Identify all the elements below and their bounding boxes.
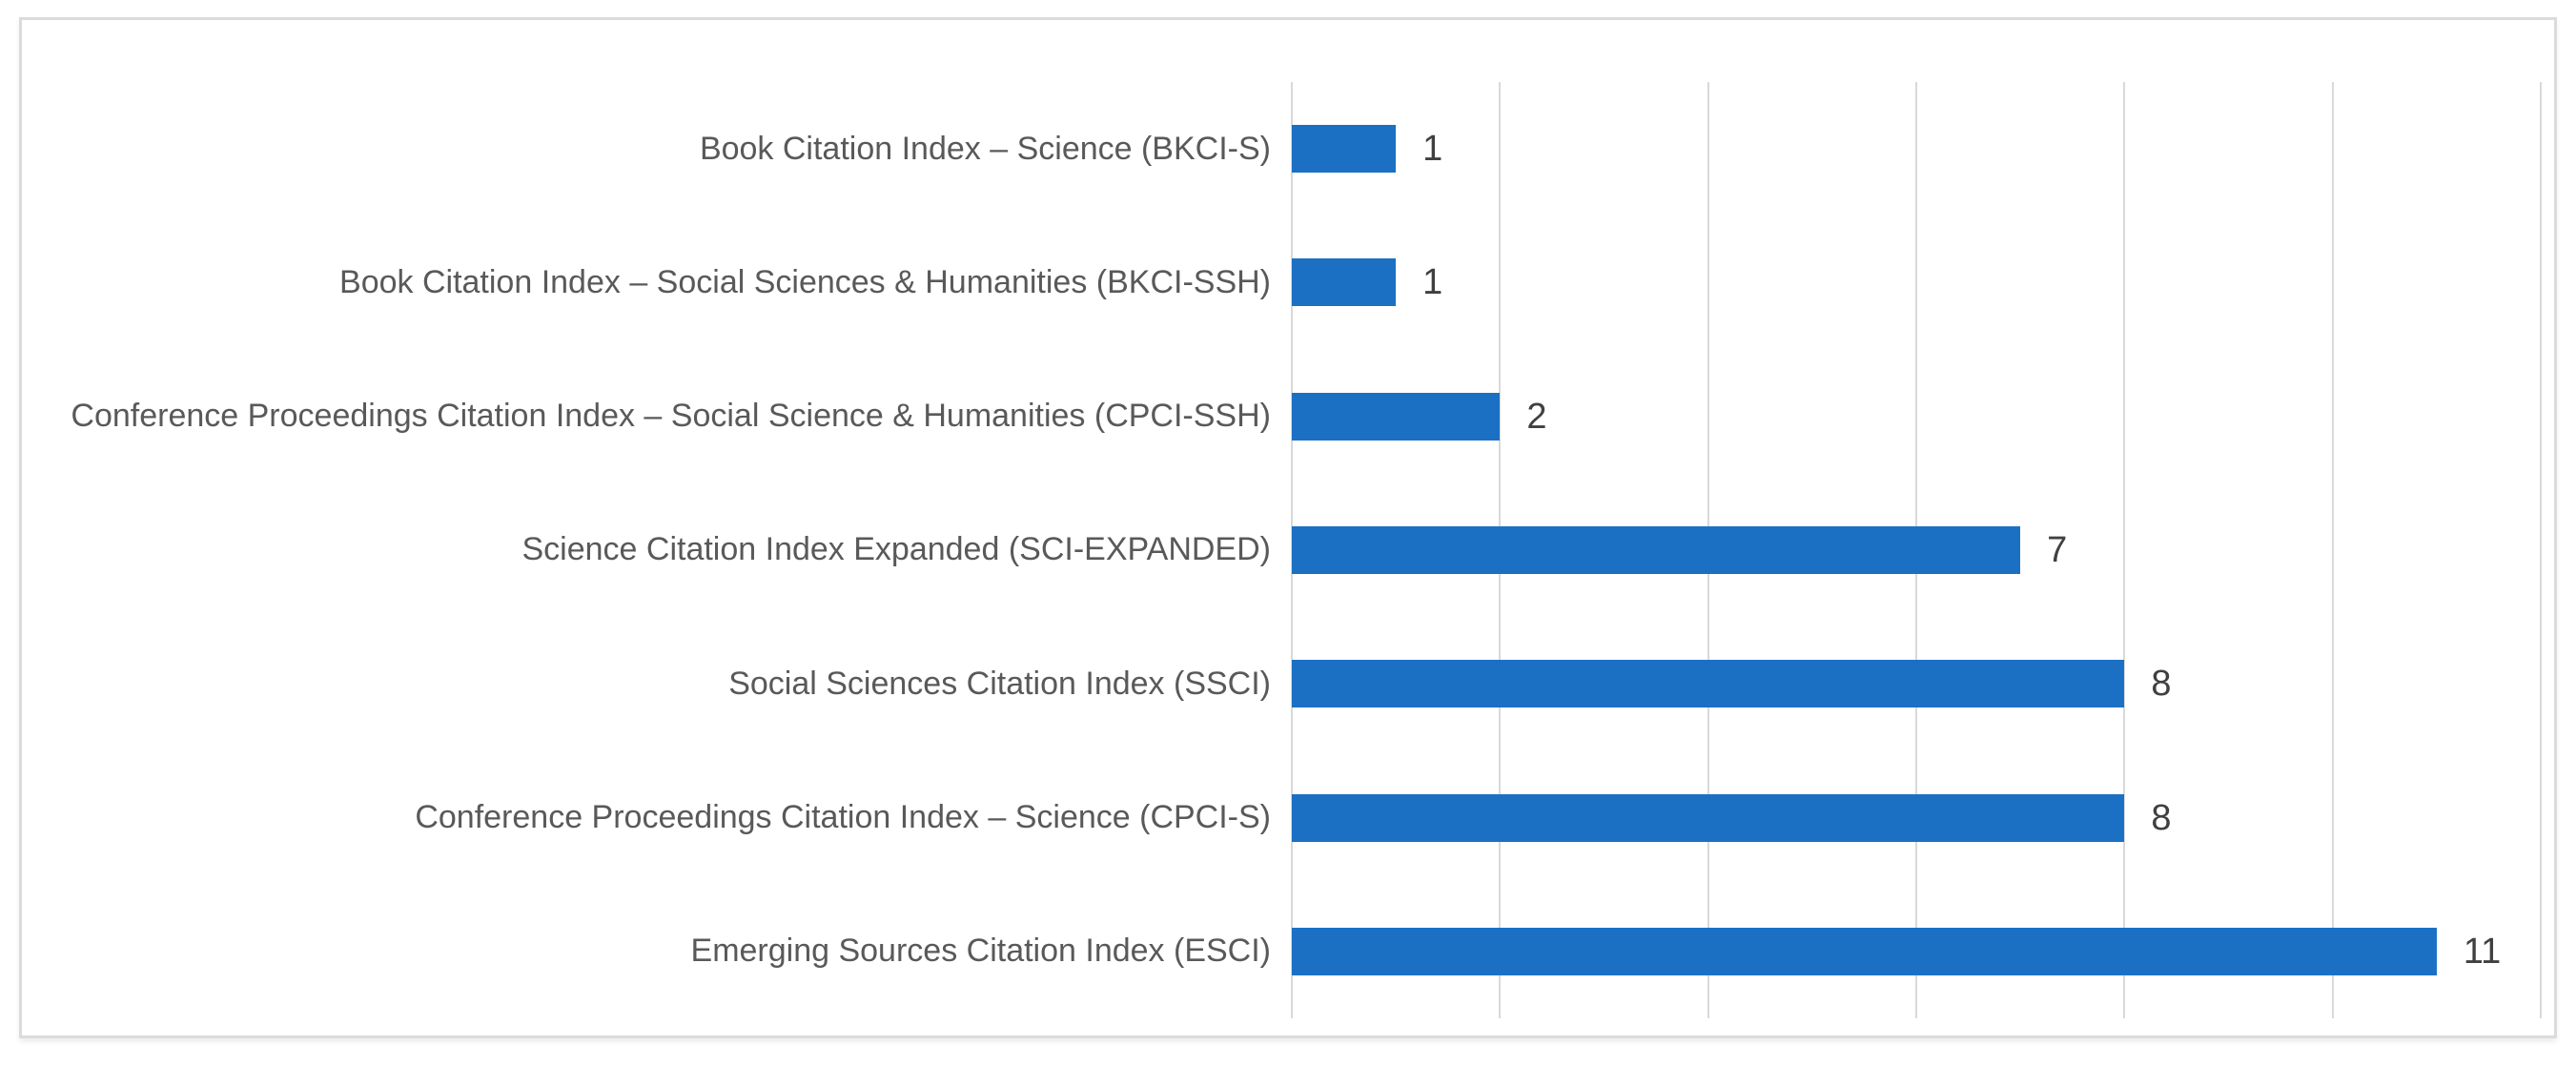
bar-row: 8 (1292, 750, 2541, 884)
category-label: Conference Proceedings Citation Index – … (71, 398, 1271, 435)
category-label: Book Citation Index – Social Sciences & … (339, 263, 1271, 300)
value-label: 7 (2047, 529, 2068, 570)
gridline-x-8 (2123, 82, 2126, 1018)
category-label: Emerging Sources Citation Index (ESCI) (690, 933, 1271, 970)
value-label: 1 (1422, 129, 1443, 170)
gridline-x-10 (2331, 82, 2334, 1018)
value-label: 8 (2151, 664, 2172, 705)
bars-layer: 1 1 2 7 8 8 11 (1292, 82, 2541, 1018)
gridline-x-12 (2540, 82, 2542, 1018)
bar (1292, 525, 2021, 574)
bar (1292, 793, 2125, 842)
value-label: 11 (2463, 931, 2502, 972)
category-label: Science Citation Index Expanded (SCI-EXP… (521, 531, 1271, 568)
bar (1292, 927, 2437, 975)
chart-figure: Book Citation Index – Science (BKCI-S) Bo… (19, 17, 2557, 1038)
category-label: Book Citation Index – Science (BKCI-S) (699, 130, 1271, 167)
bar-row: 2 (1292, 350, 2541, 483)
bar (1292, 392, 1501, 441)
bar (1292, 660, 2125, 708)
bar (1292, 258, 1397, 307)
category-label: Conference Proceedings Citation Index – … (415, 799, 1271, 835)
bar-row: 7 (1292, 483, 2541, 617)
bar-row: 1 (1292, 215, 2541, 349)
bar-row: 11 (1292, 885, 2541, 1018)
value-label: 1 (1422, 262, 1443, 303)
category-axis-labels: Book Citation Index – Science (BKCI-S) Bo… (51, 82, 1292, 1018)
value-label: 8 (2151, 797, 2172, 838)
bar-row: 8 (1292, 617, 2541, 750)
plot-area: 1 1 2 7 8 8 11 (1291, 82, 2542, 1018)
bar (1292, 125, 1397, 174)
bar-row: 1 (1292, 82, 2541, 215)
value-label: 2 (1526, 396, 1547, 437)
category-label: Social Sciences Citation Index (SSCI) (728, 665, 1271, 702)
